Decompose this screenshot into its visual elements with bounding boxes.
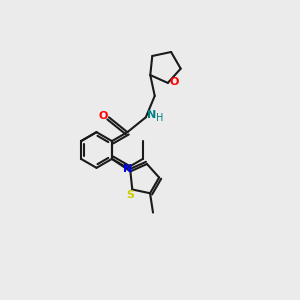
Text: S: S (126, 190, 134, 200)
Text: O: O (169, 77, 178, 87)
Text: N: N (146, 110, 156, 120)
Text: H: H (156, 113, 164, 123)
Text: N: N (123, 164, 133, 174)
Text: O: O (99, 111, 108, 121)
